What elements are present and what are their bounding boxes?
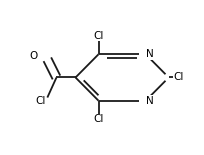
Text: N: N: [146, 96, 153, 106]
Text: O: O: [29, 51, 37, 61]
Text: Cl: Cl: [173, 73, 184, 82]
Text: Cl: Cl: [93, 31, 104, 41]
Text: N: N: [146, 49, 153, 59]
Text: Cl: Cl: [93, 114, 104, 124]
Text: Cl: Cl: [35, 96, 46, 106]
